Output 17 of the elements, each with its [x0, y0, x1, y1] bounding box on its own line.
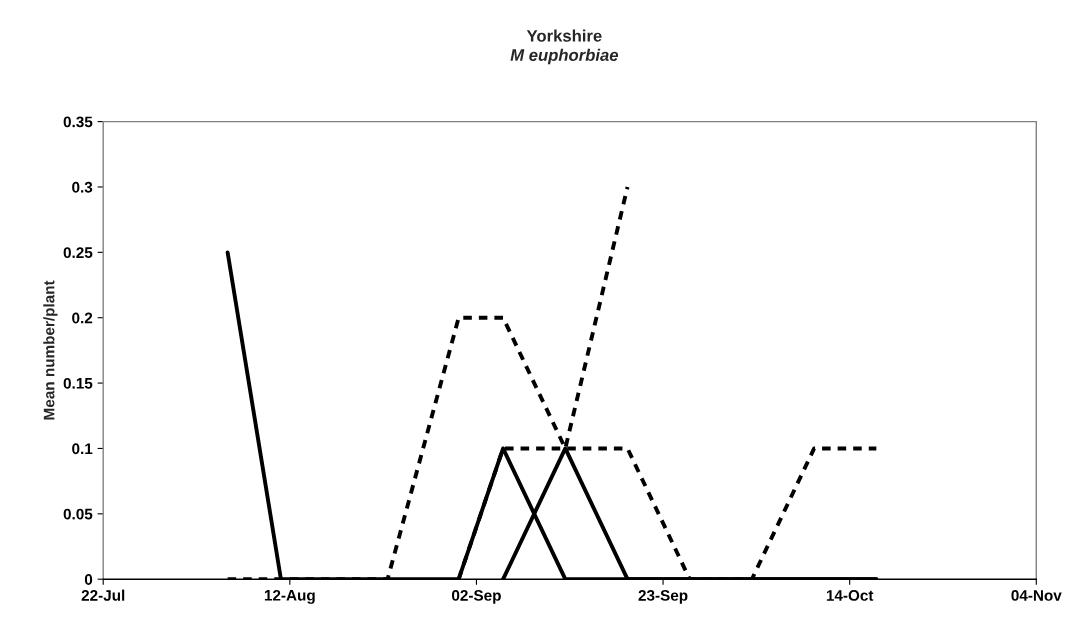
x-tick-label: 14-Oct [826, 590, 874, 601]
y-tick-label: 0.3 [72, 181, 93, 193]
y-tick-label: 0.35 [63, 116, 93, 128]
x-tick-label: 04-Nov [1011, 590, 1062, 601]
y-tick-label: 0.05 [63, 508, 93, 520]
x-tick-label: 02-Sep [452, 590, 501, 604]
y-tick-label: 0.15 [63, 377, 93, 389]
chart-title: Yorkshire [526, 29, 602, 42]
chart-subtitle: M euphorbiae [510, 48, 619, 65]
y-tick-label: 0 [84, 574, 93, 585]
y-tick-label: 0.1 [72, 443, 93, 455]
y-tick-label: 0.2 [72, 312, 93, 324]
x-tick-label: 22-Jul [81, 589, 125, 601]
x-tick-label: 23-Sep [638, 590, 688, 604]
y-axis-title: Mean number/plant [43, 280, 58, 420]
x-tick-label: 12-Aug [264, 589, 315, 604]
y-tick-label: 0.25 [63, 247, 93, 259]
